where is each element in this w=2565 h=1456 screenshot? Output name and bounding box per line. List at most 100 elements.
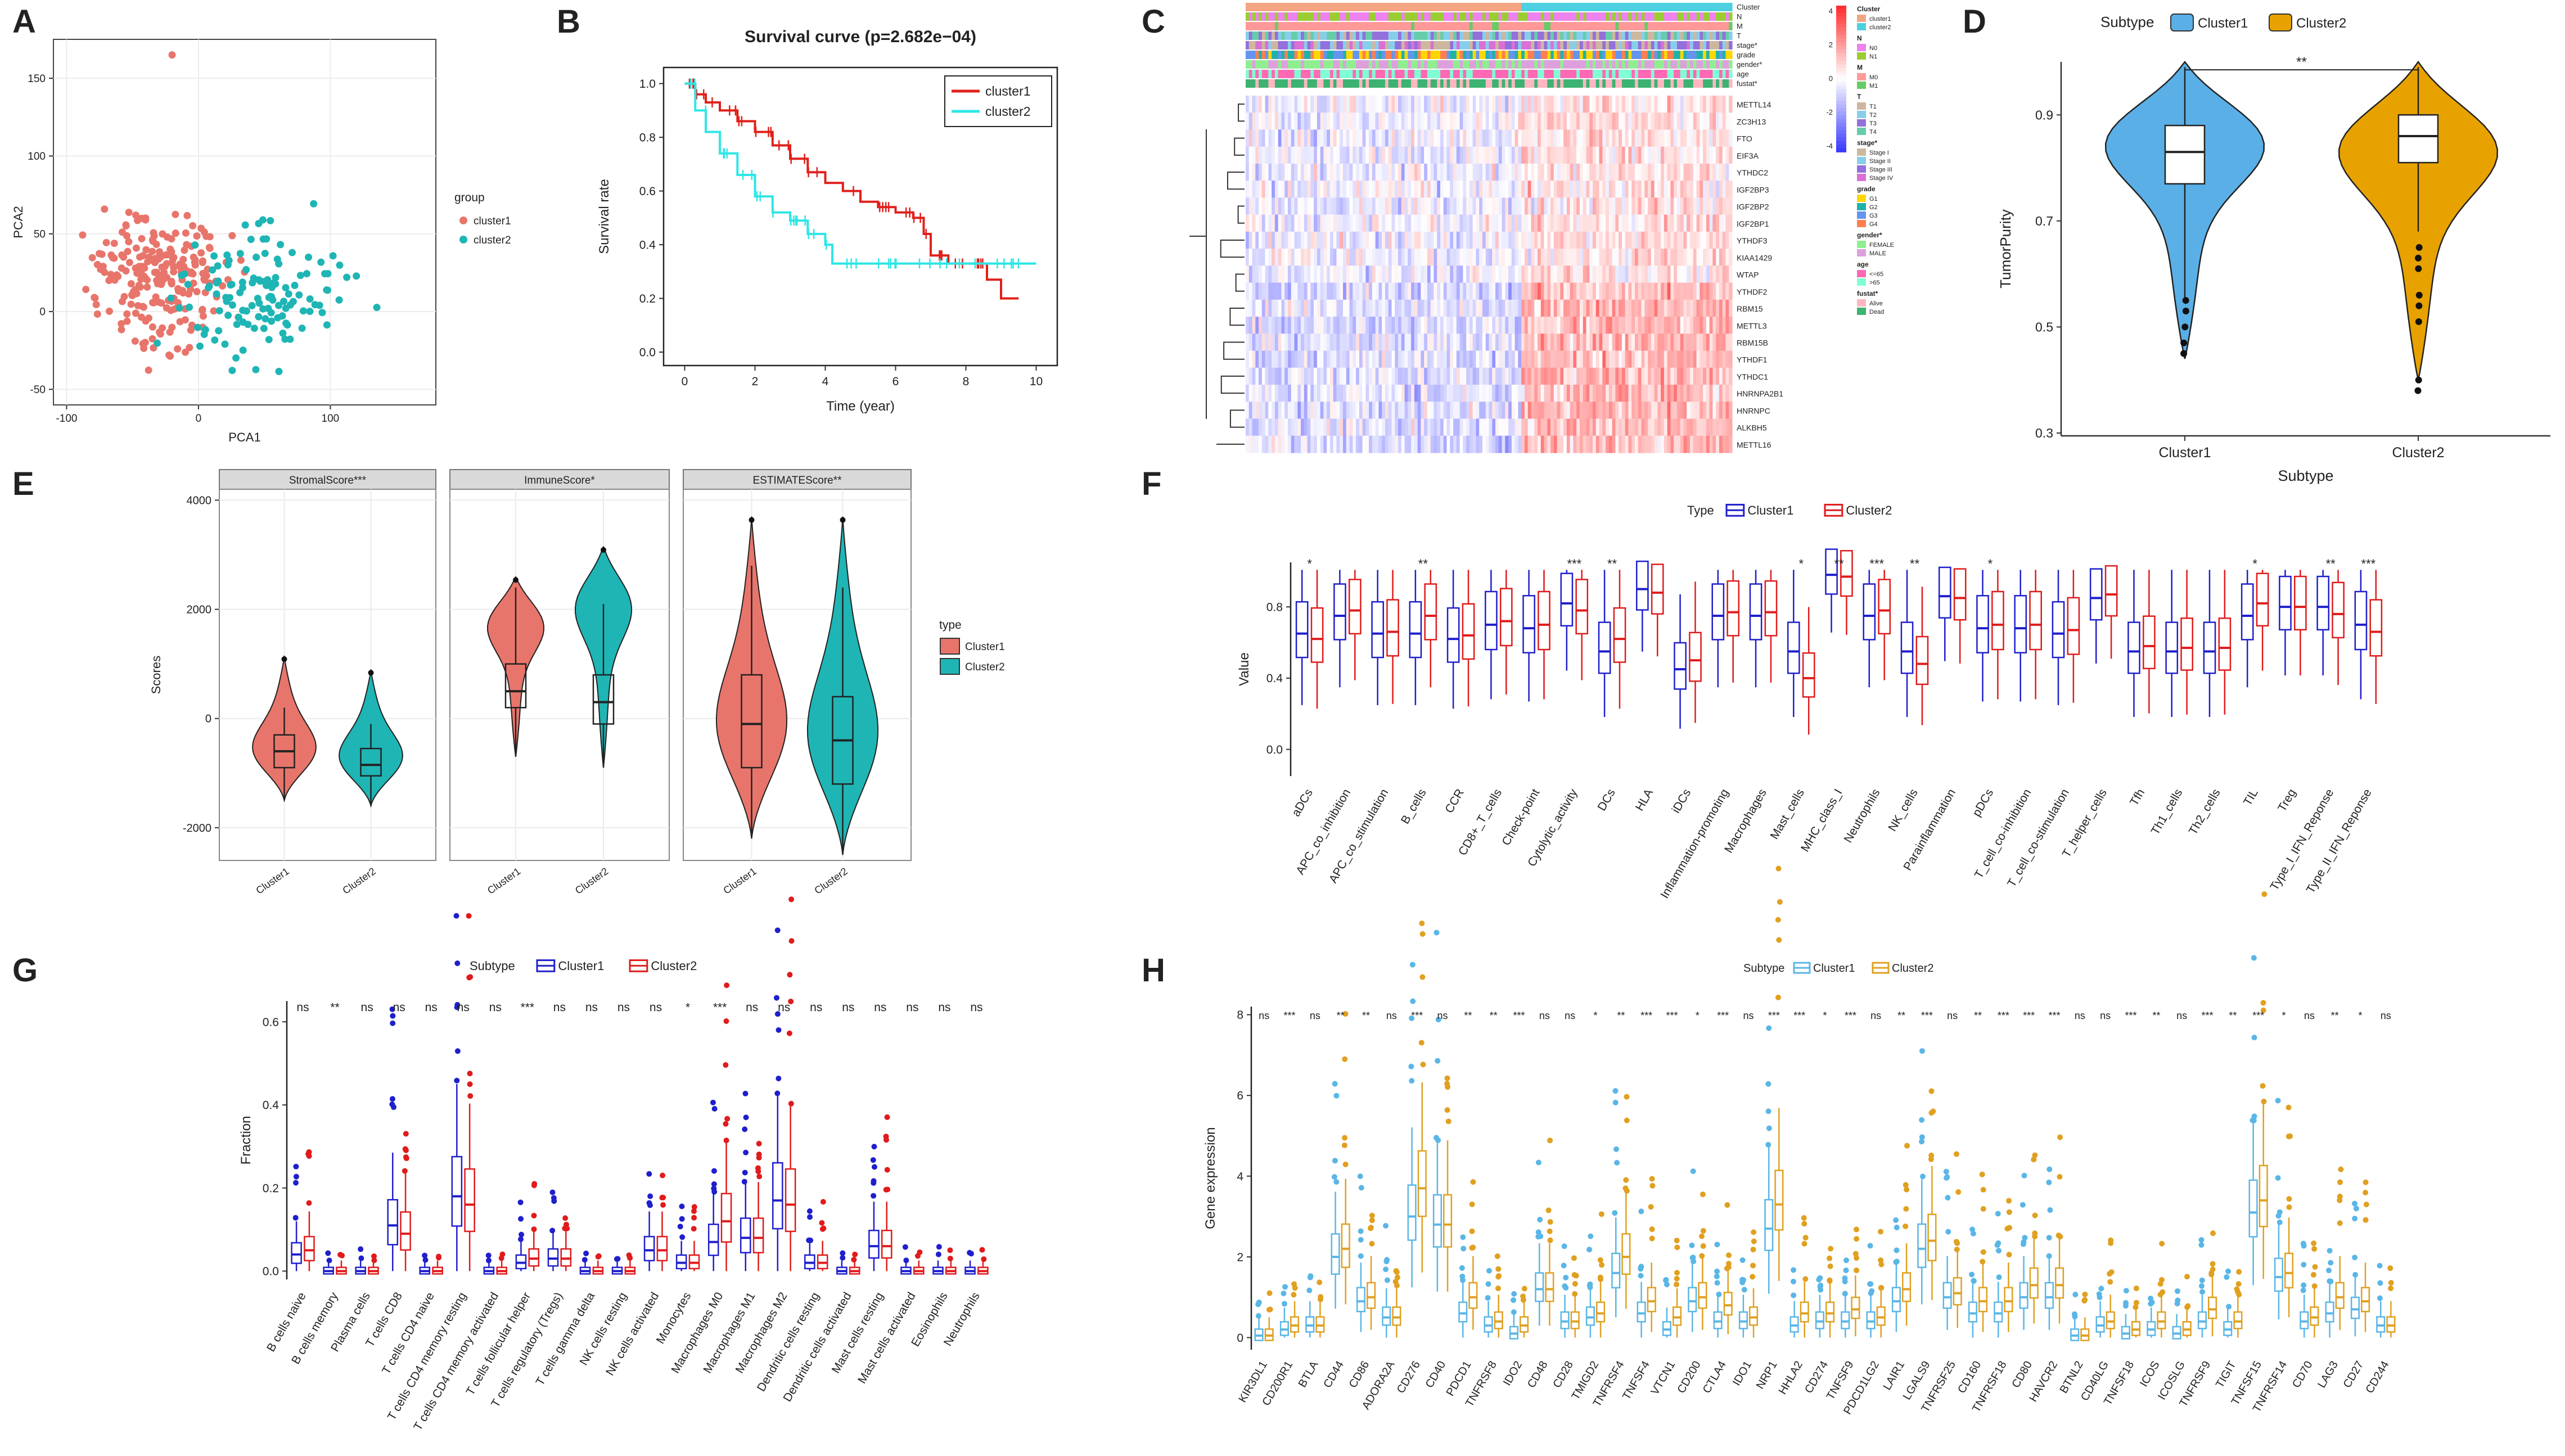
annotation-cell [1706,70,1710,78]
heatmap-cell [1265,402,1269,420]
heatmap-cell [1518,350,1522,368]
heatmap-cell [1518,249,1522,266]
scatter-point-cluster2 [280,297,288,305]
scatter-point-cluster2 [235,313,242,321]
annotation-cell [1619,3,1622,11]
y-tick-label: 0 [39,306,46,318]
heatmap-cell [1369,112,1373,130]
heatmap-cell [1472,282,1477,300]
heatmap-cell [1498,435,1503,453]
heatmap-cell [1631,249,1635,266]
annotation-cell [1294,41,1298,49]
heatmap-cell [1437,146,1441,164]
heatmap-cell [1274,265,1279,283]
annotation-cell [1482,31,1486,40]
scatter-point-cluster1 [105,277,113,285]
heatmap-cell [1505,367,1509,385]
y-tick-label: -50 [30,384,46,396]
panel-c-heatmap: C ClusterNMTstage*gradegender*agefustat*M… [1142,3,1894,453]
heatmap-cell [1615,350,1619,368]
heatmap-cell [1437,333,1441,351]
heatmap-cell [1492,282,1496,300]
annotation-cell [1310,31,1314,40]
heatmap-cell [1375,385,1380,402]
annotation-cell [1453,22,1457,30]
heatmap-cell [1725,129,1729,147]
heatmap-cell [1498,317,1503,334]
heatmap-cell [1404,146,1408,164]
scatter-point-cluster2 [265,336,273,344]
scatter-point-cluster1 [210,307,218,315]
heatmap-cell [1323,231,1327,249]
heatmap-cell [1314,299,1318,317]
annotation-cell [1595,79,1600,88]
heatmap-cell [1595,197,1600,215]
heatmap-cell [1323,181,1327,199]
annotation-cell [1472,79,1477,88]
heatmap-cell [1508,350,1512,368]
annotation-cell [1651,3,1655,11]
heatmap-cell [1612,96,1616,113]
annotation-cell [1294,79,1298,88]
annotation-cell [1631,3,1635,11]
heatmap-cell [1722,249,1726,266]
heatmap-cell [1676,96,1681,113]
heatmap-cell [1661,231,1665,249]
heatmap-cell [1433,350,1437,368]
annotation-cell [1680,12,1684,21]
annotation-cell [1595,22,1600,30]
annotation-cell [1459,22,1463,30]
heatmap-cell [1593,385,1597,402]
heatmap-cell [1469,197,1473,215]
heatmap-cell [1589,367,1593,385]
heatmap-cell [1560,214,1564,232]
heatmap-cell [1644,333,1648,351]
heatmap-cell [1340,333,1344,351]
heatmap-cell [1700,129,1703,147]
heatmap-cell [1336,385,1340,402]
annotation-cell [1638,12,1642,21]
heatmap-cell [1527,146,1532,164]
annotation-cell [1709,79,1713,88]
scatter-point-cluster1 [148,335,156,342]
annotation-cell [1654,60,1658,69]
annotation-cell [1538,60,1541,69]
annotation-cell [1427,31,1431,40]
heatmap-cell [1404,265,1408,283]
heatmap-cell [1661,96,1665,113]
heatmap-cell [1261,112,1266,130]
scatter-point-cluster1 [170,263,178,271]
annotation-cell [1372,79,1376,88]
annotation-cell [1469,51,1473,59]
heatmap-cell [1589,282,1593,300]
annotation-cell [1674,41,1678,49]
annotation-cell [1716,22,1720,30]
heatmap-cell [1362,146,1366,164]
heatmap-cell [1274,129,1279,147]
heatmap-cell [1538,96,1541,113]
annotation-cell [1463,70,1467,78]
annotation-cell [1589,31,1593,40]
heatmap-cell [1608,350,1613,368]
heatmap-cell [1498,231,1503,249]
annotation-cell [1654,31,1658,40]
heatmap-cell [1544,163,1548,181]
heatmap-cell [1388,96,1392,113]
heatmap-cell [1615,299,1619,317]
heatmap-cell [1589,112,1593,130]
heatmap-cell [1469,333,1473,351]
heatmap-cell [1340,317,1344,334]
scatter-point-cluster1 [142,246,150,254]
heatmap-cell [1375,418,1380,436]
annotation-cell [1479,51,1483,59]
heatmap-cell [1284,231,1288,249]
heatmap-cell [1729,163,1733,181]
annotation-cell [1297,41,1301,49]
annotation-cell [1327,31,1331,40]
scatter-point-cluster2 [227,281,235,289]
heatmap-cell [1433,402,1437,420]
heatmap-cell [1294,146,1298,164]
annotation-cell [1700,31,1703,40]
heatmap-cell [1456,333,1460,351]
heatmap-cell [1566,163,1571,181]
